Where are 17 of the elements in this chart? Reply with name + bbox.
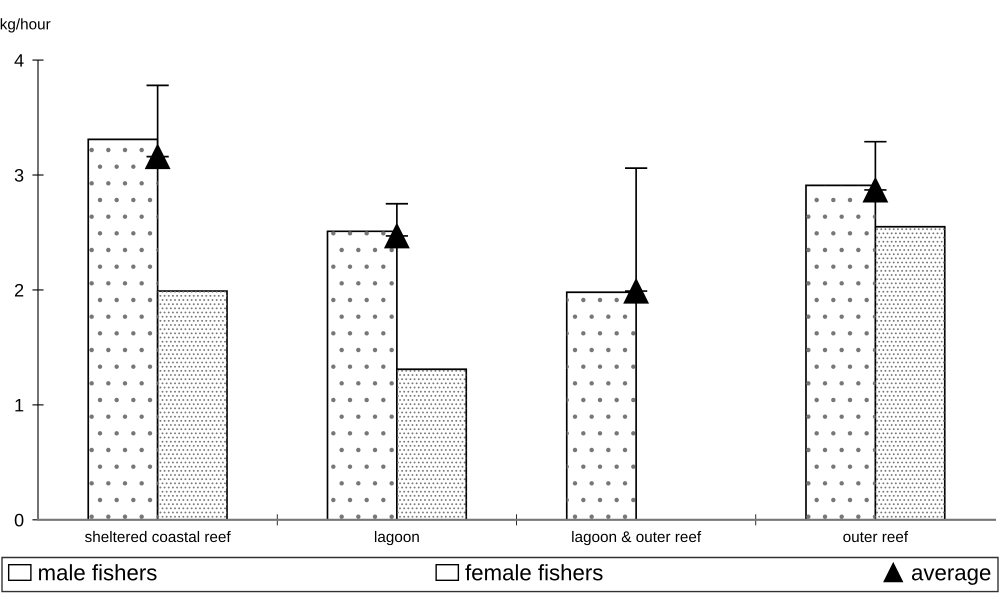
legend-label: female fishers — [465, 564, 603, 580]
point — [145, 144, 170, 170]
x-tick-label: sheltered coastal reef — [85, 530, 231, 542]
y-tick-label: 0 — [14, 514, 24, 527]
y-tick-label: 3 — [14, 168, 24, 182]
y-tick-label: 1 — [15, 399, 24, 412]
legend-label: male fishers — [39, 564, 157, 580]
y-axis-title: kg/hour — [0, 18, 50, 32]
point — [384, 223, 410, 248]
y-tick-label: 4 — [14, 54, 24, 67]
legend-label: average — [912, 568, 990, 585]
point — [624, 278, 649, 304]
x-tick-label: outer reef — [843, 530, 908, 542]
y-tick-label: 2 — [14, 284, 24, 296]
x-tick-label: lagoon & outer reef — [572, 530, 702, 546]
x-tick-label: lagoon — [374, 530, 419, 546]
point — [862, 177, 888, 202]
